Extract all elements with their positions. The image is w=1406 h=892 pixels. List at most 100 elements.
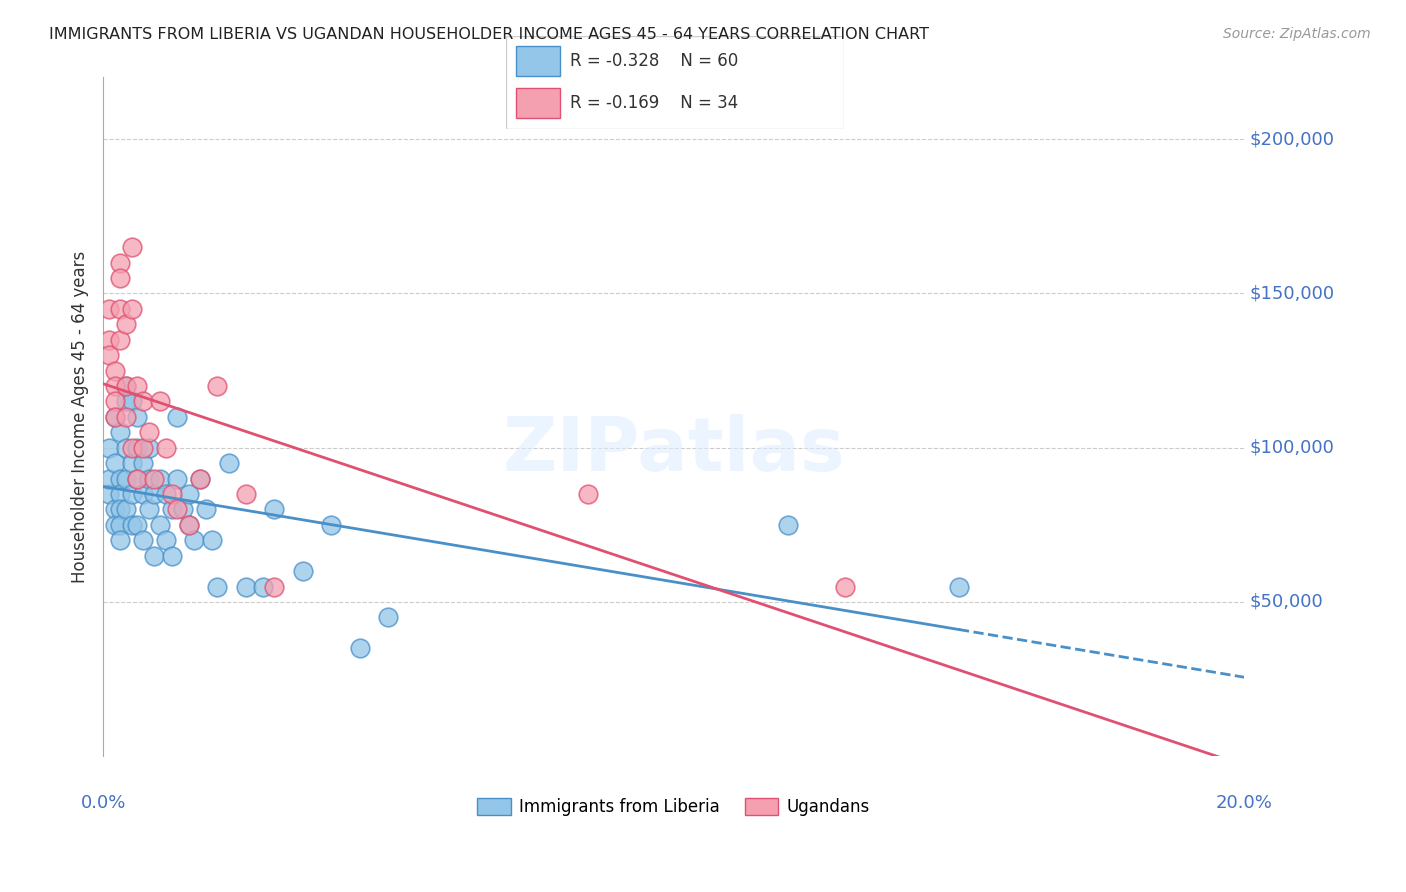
Point	[160, 502, 183, 516]
Point	[166, 409, 188, 424]
Point	[110, 255, 132, 269]
Point	[776, 517, 799, 532]
Point	[127, 472, 149, 486]
FancyBboxPatch shape	[506, 36, 844, 129]
Point	[121, 456, 143, 470]
Point	[103, 409, 125, 424]
Text: $100,000: $100,000	[1250, 439, 1334, 457]
Point	[121, 301, 143, 316]
Point	[97, 472, 120, 486]
Point	[110, 333, 132, 347]
Point	[97, 333, 120, 347]
Point	[110, 502, 132, 516]
Point	[207, 379, 229, 393]
Text: $150,000: $150,000	[1250, 285, 1336, 302]
Point	[263, 580, 285, 594]
Point	[143, 487, 166, 501]
Point	[110, 301, 132, 316]
Point	[115, 318, 138, 332]
Text: ZIPatlas: ZIPatlas	[502, 414, 845, 487]
Point	[252, 580, 274, 594]
Point	[149, 394, 172, 409]
Text: 20.0%: 20.0%	[1216, 794, 1272, 812]
Point	[127, 441, 149, 455]
Point	[155, 533, 177, 548]
Point	[291, 564, 314, 578]
Point	[149, 472, 172, 486]
Point	[103, 379, 125, 393]
Point	[200, 533, 222, 548]
Point	[183, 533, 205, 548]
Point	[103, 456, 125, 470]
Point	[127, 409, 149, 424]
Point	[155, 441, 177, 455]
Point	[143, 549, 166, 563]
Point	[127, 379, 149, 393]
Text: $200,000: $200,000	[1250, 130, 1334, 148]
Point	[948, 580, 970, 594]
Point	[172, 502, 194, 516]
Text: R = -0.169    N = 34: R = -0.169 N = 34	[571, 95, 738, 112]
Legend: Immigrants from Liberia, Ugandans: Immigrants from Liberia, Ugandans	[471, 791, 876, 822]
Point	[110, 517, 132, 532]
Point	[177, 487, 200, 501]
Point	[103, 502, 125, 516]
Point	[115, 379, 138, 393]
Point	[349, 641, 371, 656]
Point	[377, 610, 399, 624]
Point	[97, 487, 120, 501]
Point	[97, 301, 120, 316]
Point	[207, 580, 229, 594]
Point	[132, 394, 155, 409]
Point	[121, 394, 143, 409]
Text: R = -0.328    N = 60: R = -0.328 N = 60	[571, 52, 738, 70]
Point	[127, 517, 149, 532]
Point	[166, 502, 188, 516]
Point	[188, 472, 211, 486]
Point	[115, 502, 138, 516]
Point	[218, 456, 240, 470]
Point	[132, 456, 155, 470]
Point	[177, 517, 200, 532]
Point	[97, 348, 120, 362]
Point	[121, 517, 143, 532]
Point	[155, 487, 177, 501]
Point	[103, 363, 125, 377]
Point	[110, 487, 132, 501]
Point	[121, 487, 143, 501]
Point	[115, 379, 138, 393]
Text: Source: ZipAtlas.com: Source: ZipAtlas.com	[1223, 27, 1371, 41]
Point	[97, 441, 120, 455]
Point	[110, 472, 132, 486]
Point	[138, 472, 160, 486]
Point	[110, 271, 132, 285]
Point	[194, 502, 217, 516]
Bar	[516, 88, 560, 118]
Point	[177, 517, 200, 532]
Point	[143, 472, 166, 486]
Text: IMMIGRANTS FROM LIBERIA VS UGANDAN HOUSEHOLDER INCOME AGES 45 - 64 YEARS CORRELA: IMMIGRANTS FROM LIBERIA VS UGANDAN HOUSE…	[49, 27, 929, 42]
Point	[103, 394, 125, 409]
Y-axis label: Householder Income Ages 45 - 64 years: Householder Income Ages 45 - 64 years	[72, 251, 89, 583]
Point	[132, 533, 155, 548]
Point	[132, 487, 155, 501]
Point	[263, 502, 285, 516]
Point	[138, 441, 160, 455]
Point	[121, 240, 143, 254]
Point	[103, 517, 125, 532]
Point	[127, 472, 149, 486]
Point	[138, 425, 160, 440]
Point	[110, 425, 132, 440]
Point	[166, 472, 188, 486]
Point	[110, 533, 132, 548]
Point	[188, 472, 211, 486]
Point	[160, 549, 183, 563]
Point	[235, 487, 257, 501]
Point	[235, 580, 257, 594]
Text: 0.0%: 0.0%	[80, 794, 125, 812]
Point	[149, 517, 172, 532]
Point	[138, 502, 160, 516]
Point	[115, 394, 138, 409]
Point	[115, 472, 138, 486]
Bar	[516, 46, 560, 76]
